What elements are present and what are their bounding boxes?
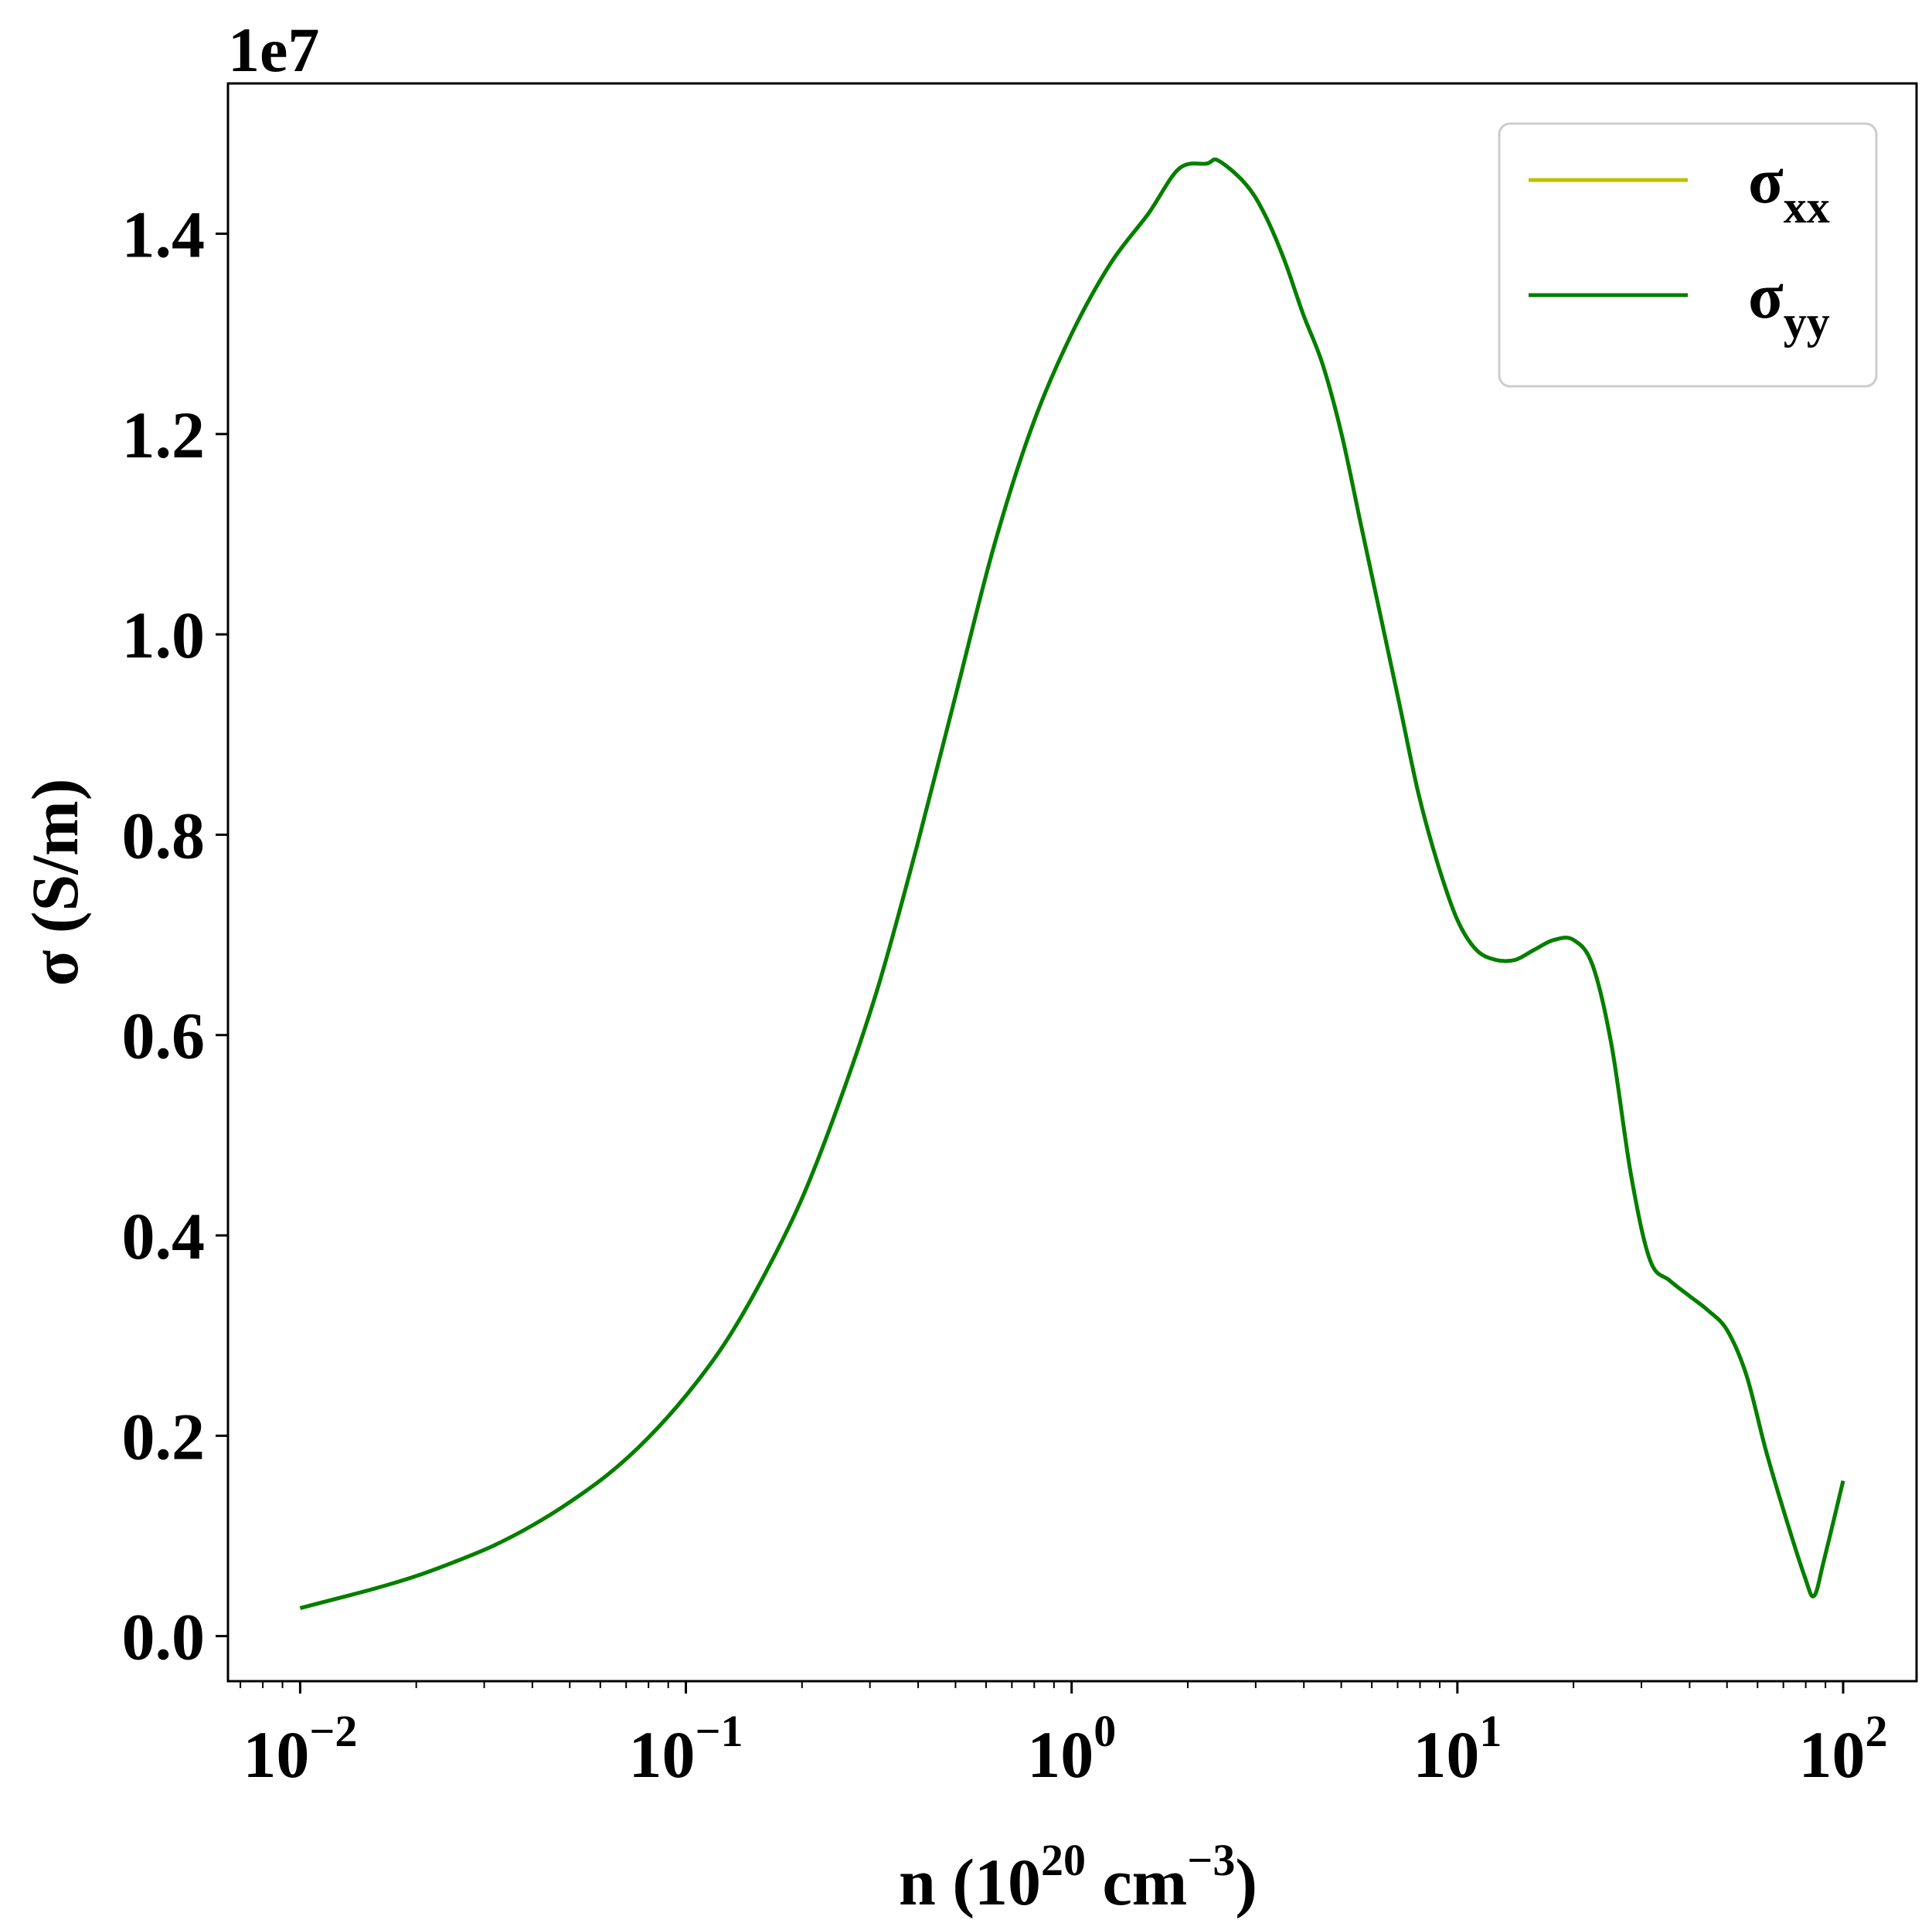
x-axis-label-exp2: −3	[1187, 1835, 1235, 1885]
legend-label-sigma-xx-sub: xx	[1784, 182, 1830, 233]
x-tick-label-exp: 0	[1094, 1706, 1116, 1756]
x-tick-label-exp: 1	[1479, 1706, 1502, 1756]
x-tick-label-exp: −2	[309, 1706, 357, 1756]
y-tick-label: 0.4	[122, 1199, 206, 1273]
y-offset-text: 1e7	[228, 15, 319, 85]
x-tick-label-base: 10	[243, 1717, 309, 1792]
x-tick-label-base: 10	[1027, 1717, 1094, 1792]
legend-label-sigma-xx: σxx	[1748, 145, 1830, 233]
series-layer	[299, 157, 1845, 1610]
x-axis-label-exp1: 20	[1041, 1835, 1086, 1885]
x-tick-label-exp: −1	[696, 1706, 743, 1756]
y-tick-label: 0.2	[122, 1399, 206, 1473]
x-tick-label-exp: 2	[1865, 1706, 1887, 1756]
x-axis-label: n (1020 cm−3)	[899, 1835, 1257, 1919]
y-axis-label: σ (S/m)	[18, 779, 92, 987]
x-axis-label-base: n (10	[899, 1845, 1041, 1919]
x-tick-label: 10−1	[629, 1706, 743, 1792]
legend-label-sigma-xx-main: σ	[1748, 145, 1784, 217]
y-axis-ticks: 0.0 0.2 0.4 0.6 0.8 1.0 1.2 1.4	[122, 197, 228, 1674]
x-tick-label: 100	[1027, 1706, 1116, 1792]
x-tick-label-base: 10	[1798, 1717, 1865, 1792]
x-tick-label-base: 10	[1413, 1717, 1479, 1792]
y-tick-label: 0.8	[122, 798, 206, 872]
x-tick-label: 102	[1798, 1706, 1887, 1792]
y-tick-label: 1.4	[122, 197, 206, 271]
x-axis-label-mid: cm	[1086, 1845, 1187, 1919]
x-axis-label-end: )	[1235, 1845, 1257, 1919]
y-tick-label: 0.0	[122, 1600, 206, 1674]
legend-box	[1498, 122, 1878, 388]
legend-label-sigma-yy-main: σ	[1748, 260, 1784, 332]
legend: σxx σyy	[1498, 122, 1878, 388]
x-tick-label-base: 10	[629, 1717, 696, 1792]
x-axis-ticks: 10−2 10−1 100 101 102	[240, 1681, 1887, 1792]
y-tick-label: 0.6	[122, 999, 206, 1073]
y-tick-label: 1.2	[122, 398, 206, 472]
legend-label-sigma-yy: σyy	[1748, 260, 1830, 348]
x-tick-label: 101	[1413, 1706, 1502, 1792]
y-tick-label: 1.0	[122, 598, 206, 672]
x-tick-label: 10−2	[243, 1706, 357, 1792]
series-line-yy	[299, 157, 1845, 1610]
legend-label-sigma-yy-sub: yy	[1784, 297, 1830, 348]
